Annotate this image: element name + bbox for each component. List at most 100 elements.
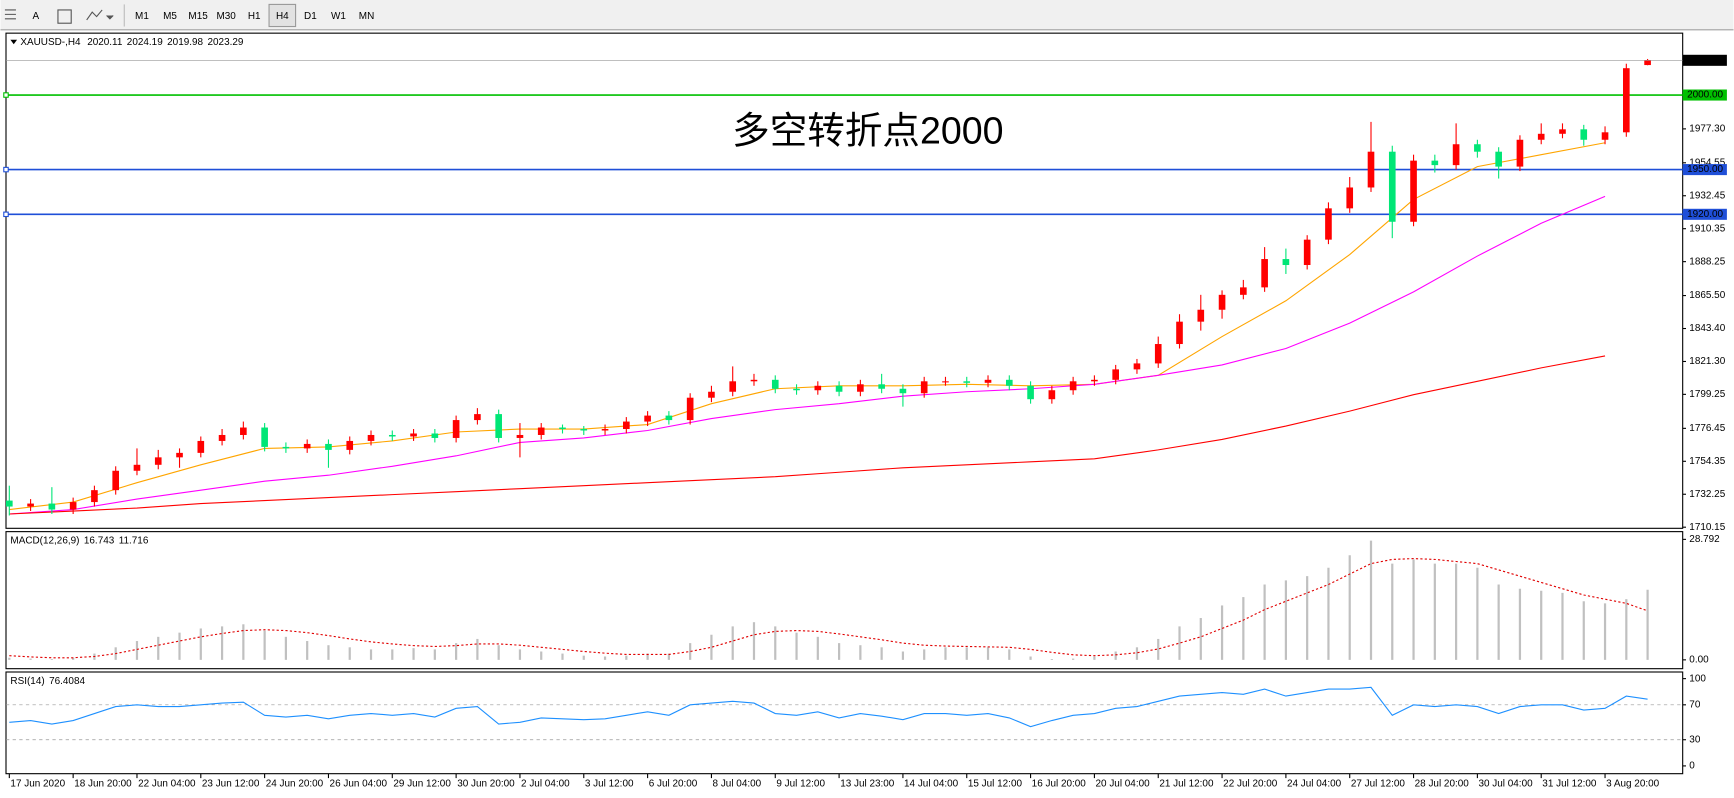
- x-tick-label: 24 Jun 20:00: [266, 778, 324, 789]
- candle-body: [1240, 287, 1247, 295]
- candle-body: [1580, 129, 1588, 140]
- candle-body: [814, 385, 822, 391]
- timeframe-button[interactable]: H1: [248, 11, 261, 22]
- candle-body: [601, 429, 609, 431]
- candle-body: [1367, 151, 1375, 188]
- x-tick-label: 31 Jul 12:00: [1542, 778, 1597, 789]
- candle-body: [1601, 132, 1609, 140]
- candle-body: [1154, 344, 1162, 364]
- x-tick-label: 3 Aug 20:00: [1606, 778, 1660, 789]
- candle-body: [793, 388, 800, 391]
- candle-body: [963, 381, 971, 383]
- candle-body: [1325, 208, 1332, 240]
- chart-header: XAUUSD-,H4 2020.11 2024.19 2019.98 2023.29: [20, 37, 244, 48]
- candle-body: [1069, 381, 1077, 391]
- timeframe-button[interactable]: D1: [304, 11, 317, 22]
- candle-body: [112, 470, 120, 491]
- timeframe-button[interactable]: M30: [216, 11, 236, 22]
- y-tick-label: 1754.35: [1689, 456, 1725, 467]
- toolbar-icons: [4, 4, 125, 27]
- x-tick-label: 2 Jul 04:00: [521, 778, 570, 789]
- candle-body: [154, 457, 162, 465]
- y-tick-label: 1776.45: [1689, 423, 1725, 434]
- candle-body: [1474, 144, 1481, 152]
- candle-body: [388, 434, 396, 437]
- y-tick-label: 1710.15: [1689, 522, 1725, 533]
- candle-body: [835, 385, 843, 392]
- candle-body: [1176, 321, 1183, 345]
- candle-body: [1112, 369, 1119, 380]
- timeframe-button[interactable]: M1: [135, 11, 149, 22]
- candle-body: [91, 490, 98, 503]
- candle-body: [303, 443, 311, 449]
- y-tick-label: 30: [1689, 734, 1701, 745]
- candle-body: [729, 381, 737, 392]
- x-tick-label: 20 Jul 04:00: [1096, 778, 1151, 789]
- indicator: RSI(14): [10, 675, 44, 686]
- candle-body: [1282, 259, 1290, 266]
- candle-body: [474, 414, 481, 421]
- y-tick-label: 1732.25: [1689, 489, 1725, 500]
- candle-body: [261, 427, 268, 447]
- candle-body: [644, 415, 651, 422]
- x-tick-label: 30 Jun 20:00: [457, 778, 515, 789]
- candle-body: [1346, 187, 1354, 209]
- text-icon: [57, 9, 72, 24]
- macd-panel: [5, 531, 1684, 670]
- candle-body: [516, 434, 524, 438]
- candle-body: [857, 384, 864, 392]
- active-timeframe: [268, 3, 297, 28]
- timeframe-button[interactable]: W1: [331, 11, 346, 22]
- candle-body: [1133, 363, 1141, 370]
- candle-body: [6, 500, 13, 507]
- timeframe-button[interactable]: M15: [188, 11, 208, 22]
- dropdown-icon: [106, 15, 114, 20]
- level-handle: [3, 211, 9, 218]
- candle-body: [282, 446, 290, 449]
- x-tick-label: 27 Jul 12:00: [1351, 778, 1406, 789]
- moving-average: [9, 142, 1606, 511]
- last-low: 2019.98: [167, 37, 203, 48]
- candle-body: [1261, 259, 1268, 288]
- shapes-icon: [86, 9, 103, 21]
- candle-body: [708, 391, 715, 398]
- x-tick-label: 21 Jul 12:00: [1159, 778, 1214, 789]
- candle-body: [367, 434, 375, 441]
- candle-body: [942, 381, 949, 383]
- x-tick-label: 6 Jul 20:00: [649, 778, 698, 789]
- candle-body: [1005, 379, 1013, 386]
- x-tick-label: 26 Jun 04:00: [330, 778, 388, 789]
- y-tick-label: 0: [1689, 761, 1695, 772]
- level-label-box: [1682, 164, 1727, 176]
- x-tick-label: 22 Jul 20:00: [1223, 778, 1278, 789]
- macd-value: 16.743: [84, 535, 115, 546]
- candle-body: [559, 427, 566, 430]
- candle-body: [750, 379, 758, 382]
- candle-body: [580, 429, 588, 431]
- tool-text[interactable]: A: [33, 11, 40, 22]
- rsi-header: RSI(14) 76.4084: [10, 675, 85, 686]
- candle-body: [69, 502, 77, 510]
- y-tick-label: 1932.45: [1689, 190, 1725, 201]
- candle-body: [1027, 385, 1034, 400]
- x-tick-label: 14 Jul 04:00: [904, 778, 959, 789]
- moving-average: [9, 355, 1606, 515]
- candle-body: [1303, 239, 1311, 266]
- collapse-icon: [10, 39, 18, 45]
- candle-body: [1218, 294, 1226, 310]
- timeframe-button[interactable]: H4: [276, 11, 289, 22]
- timeframe-button[interactable]: M5: [163, 11, 177, 22]
- y-tick-label: 28.792: [1689, 534, 1720, 545]
- signal-value: 11.716: [119, 535, 149, 546]
- y-tick-label: 1843.40: [1689, 323, 1725, 334]
- candle-body: [665, 415, 673, 421]
- y-tick-label: 0.00: [1689, 654, 1709, 665]
- annotation: 多空转折点2000: [732, 110, 1003, 152]
- x-tick-label: 16 Jul 20:00: [1032, 778, 1087, 789]
- candle-body: [133, 464, 141, 471]
- timeframe-button[interactable]: MN: [359, 11, 374, 22]
- y-tick-label: 1888.25: [1689, 256, 1725, 267]
- menu-icon: [4, 9, 16, 20]
